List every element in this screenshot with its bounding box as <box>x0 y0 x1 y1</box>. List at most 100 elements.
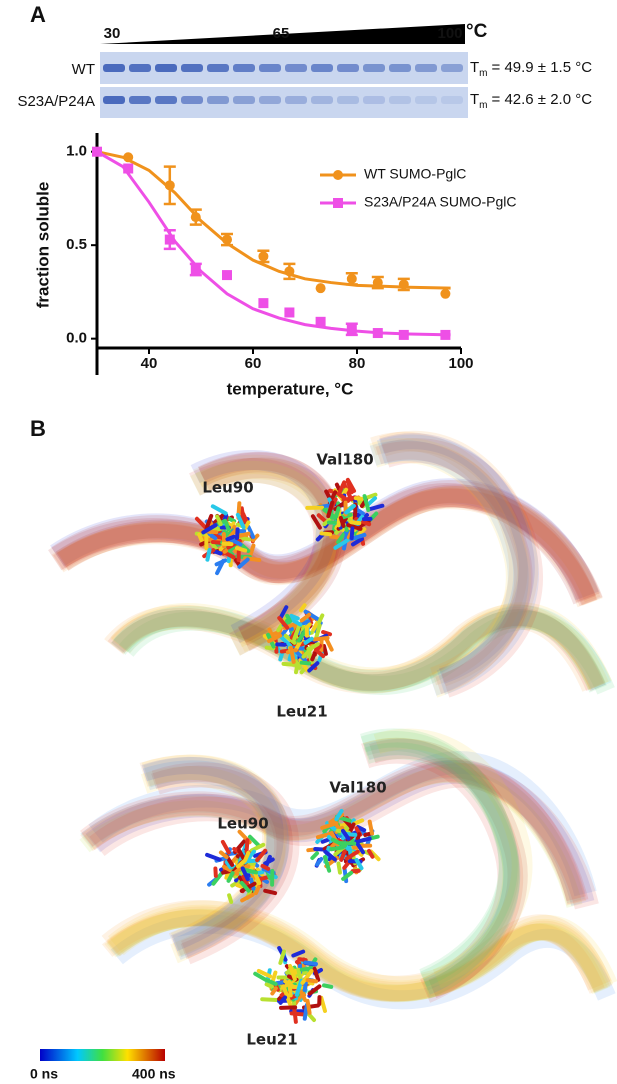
side-chain <box>240 892 255 903</box>
side-chain <box>291 949 306 958</box>
side-chain <box>297 957 308 963</box>
gel-band <box>129 64 151 72</box>
ribbon <box>376 434 539 695</box>
panel-label: A <box>30 2 46 27</box>
x-tick-label: 60 <box>245 355 262 372</box>
data-point <box>315 283 326 294</box>
side-chain <box>218 850 229 860</box>
residue-label: Val180 <box>316 451 373 469</box>
gel-band <box>181 96 203 104</box>
data-point <box>190 212 201 223</box>
data-point <box>258 251 269 262</box>
side-chain <box>366 848 375 859</box>
side-chain <box>283 979 296 989</box>
gel-band <box>363 64 385 72</box>
side-chain <box>299 660 312 666</box>
side-chain <box>367 819 375 836</box>
ribbon <box>375 441 533 695</box>
residue-label: Leu21 <box>276 703 327 721</box>
side-chain <box>305 978 319 984</box>
data-point <box>123 152 134 163</box>
ribbon <box>51 487 598 608</box>
side-chain <box>312 966 321 982</box>
side-chain <box>354 857 364 871</box>
side-chain <box>356 527 367 537</box>
side-chain <box>315 856 324 867</box>
ribbon <box>79 766 583 908</box>
side-chain <box>260 863 271 871</box>
ribbon <box>193 454 339 648</box>
side-chain <box>307 661 320 673</box>
ribbon <box>107 607 605 692</box>
side-chain <box>247 543 256 559</box>
side-chain <box>256 968 273 979</box>
side-chain <box>331 521 337 534</box>
ribbon <box>56 486 603 606</box>
ribbon <box>111 609 606 692</box>
gel-band <box>233 64 255 72</box>
side-chain <box>303 636 314 645</box>
lane-label: S23A/P24A <box>17 93 95 110</box>
legend-label: WT SUMO-PglC <box>364 166 466 182</box>
data-point <box>222 234 232 245</box>
side-chain <box>306 642 320 652</box>
side-chain <box>270 986 278 996</box>
ribbon <box>106 904 614 1002</box>
side-chain <box>207 531 218 541</box>
gel-band <box>259 96 281 104</box>
data-point <box>284 266 295 277</box>
data-point <box>440 329 451 340</box>
ribbon <box>104 604 606 694</box>
side-chain <box>288 645 296 664</box>
side-chain <box>336 861 342 875</box>
gel-band <box>415 64 437 72</box>
ribbon <box>364 738 521 995</box>
ribbon <box>80 760 585 904</box>
side-chain <box>322 644 328 656</box>
side-chain <box>264 645 276 651</box>
y-axis-label: fraction soluble <box>33 182 52 309</box>
side-chain <box>281 984 291 1003</box>
data-point <box>190 264 201 275</box>
side-chain <box>285 613 293 624</box>
side-chain <box>240 866 250 882</box>
x-axis-label: temperature, °C <box>227 379 354 398</box>
ribbon <box>88 751 597 897</box>
ribbon <box>381 438 543 698</box>
side-chain <box>225 534 236 542</box>
side-chain <box>337 480 347 496</box>
side-chain <box>338 515 346 528</box>
x-tick-label: 40 <box>141 355 158 372</box>
y-tick-label: 0.0 <box>66 330 87 347</box>
ribbon <box>48 483 596 605</box>
x-tick-label: 100 <box>448 355 473 372</box>
ribbon <box>369 738 528 999</box>
gel-band <box>155 64 177 72</box>
ribbon <box>360 728 518 987</box>
side-chain <box>320 821 339 830</box>
gel-band <box>415 96 437 104</box>
side-chain <box>319 531 333 537</box>
gel-band <box>233 96 255 104</box>
side-chain <box>316 513 328 524</box>
side-chain <box>242 861 256 867</box>
side-chain <box>244 838 250 854</box>
ribbon <box>113 605 612 692</box>
gel-band <box>337 64 359 72</box>
side-chain <box>314 648 326 659</box>
side-chain <box>346 523 363 531</box>
legend-marker <box>333 170 343 180</box>
side-chain <box>321 630 333 637</box>
side-chain <box>302 981 308 992</box>
ribbon <box>106 906 613 1002</box>
side-chain <box>357 836 372 844</box>
side-chain <box>307 984 322 996</box>
ribbon <box>141 754 290 957</box>
ribbon <box>110 609 607 693</box>
ribbon <box>369 437 532 698</box>
side-chain <box>253 971 268 982</box>
residue-label: Leu21 <box>246 1031 297 1049</box>
ribbon <box>141 757 284 952</box>
side-chain <box>310 514 322 530</box>
